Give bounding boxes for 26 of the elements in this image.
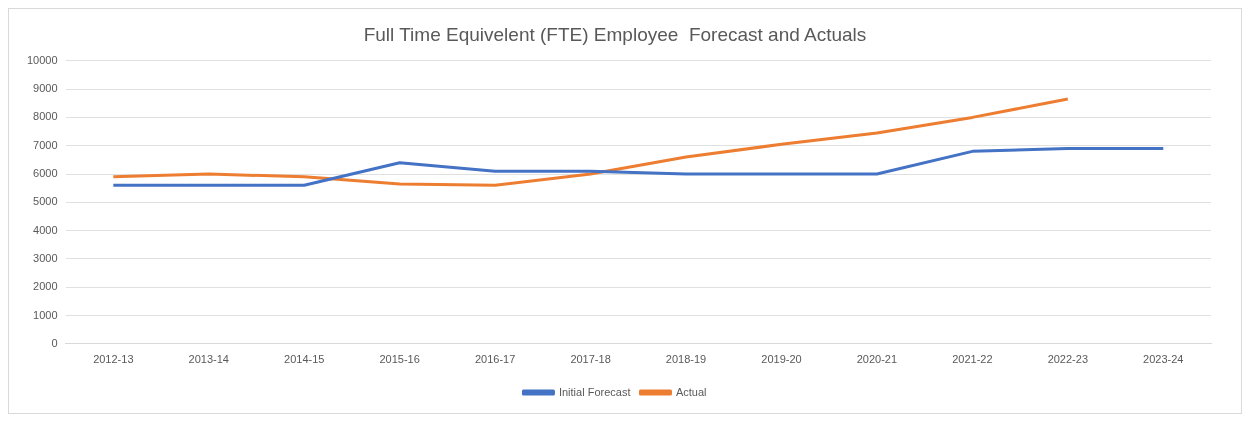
y-tick-label: 9000 [33, 82, 58, 95]
x-tick-label: 2017-18 [570, 353, 611, 366]
legend-label: Initial Forecast [558, 385, 631, 398]
y-tick-label: 0 [51, 336, 58, 349]
y-tick-label: 1000 [33, 308, 58, 321]
y-tick-label: 4000 [33, 223, 58, 236]
y-tick-label: 10000 [26, 53, 58, 66]
y-tick-label: 6000 [33, 167, 58, 180]
x-tick-label: 2016-17 [474, 353, 516, 366]
x-tick-label: 2012-13 [93, 353, 134, 366]
chart-title: Full Time Equivelent (FTE) Employee Forecast and Actuals [363, 23, 867, 45]
legend-label: Actual [675, 385, 707, 398]
x-tick-label: 2019-20 [761, 353, 802, 366]
x-tick-label: 2020-21 [856, 353, 898, 366]
x-tick-label: 2015-16 [379, 353, 420, 366]
x-tick-label: 2023-24 [1143, 353, 1184, 366]
y-tick-label: 3000 [33, 251, 58, 264]
x-tick-label: 2014-15 [284, 353, 325, 366]
y-tick-label: 8000 [33, 110, 58, 123]
y-tick-label: 7000 [33, 138, 58, 151]
x-tick-label: 2022-23 [1047, 353, 1089, 366]
x-tick-label: 2013-14 [188, 353, 229, 366]
y-tick-label: 5000 [33, 195, 58, 208]
x-tick-label: 2018-19 [665, 353, 707, 366]
x-tick-label: 2021-22 [952, 353, 993, 366]
y-tick-label: 2000 [33, 280, 58, 293]
